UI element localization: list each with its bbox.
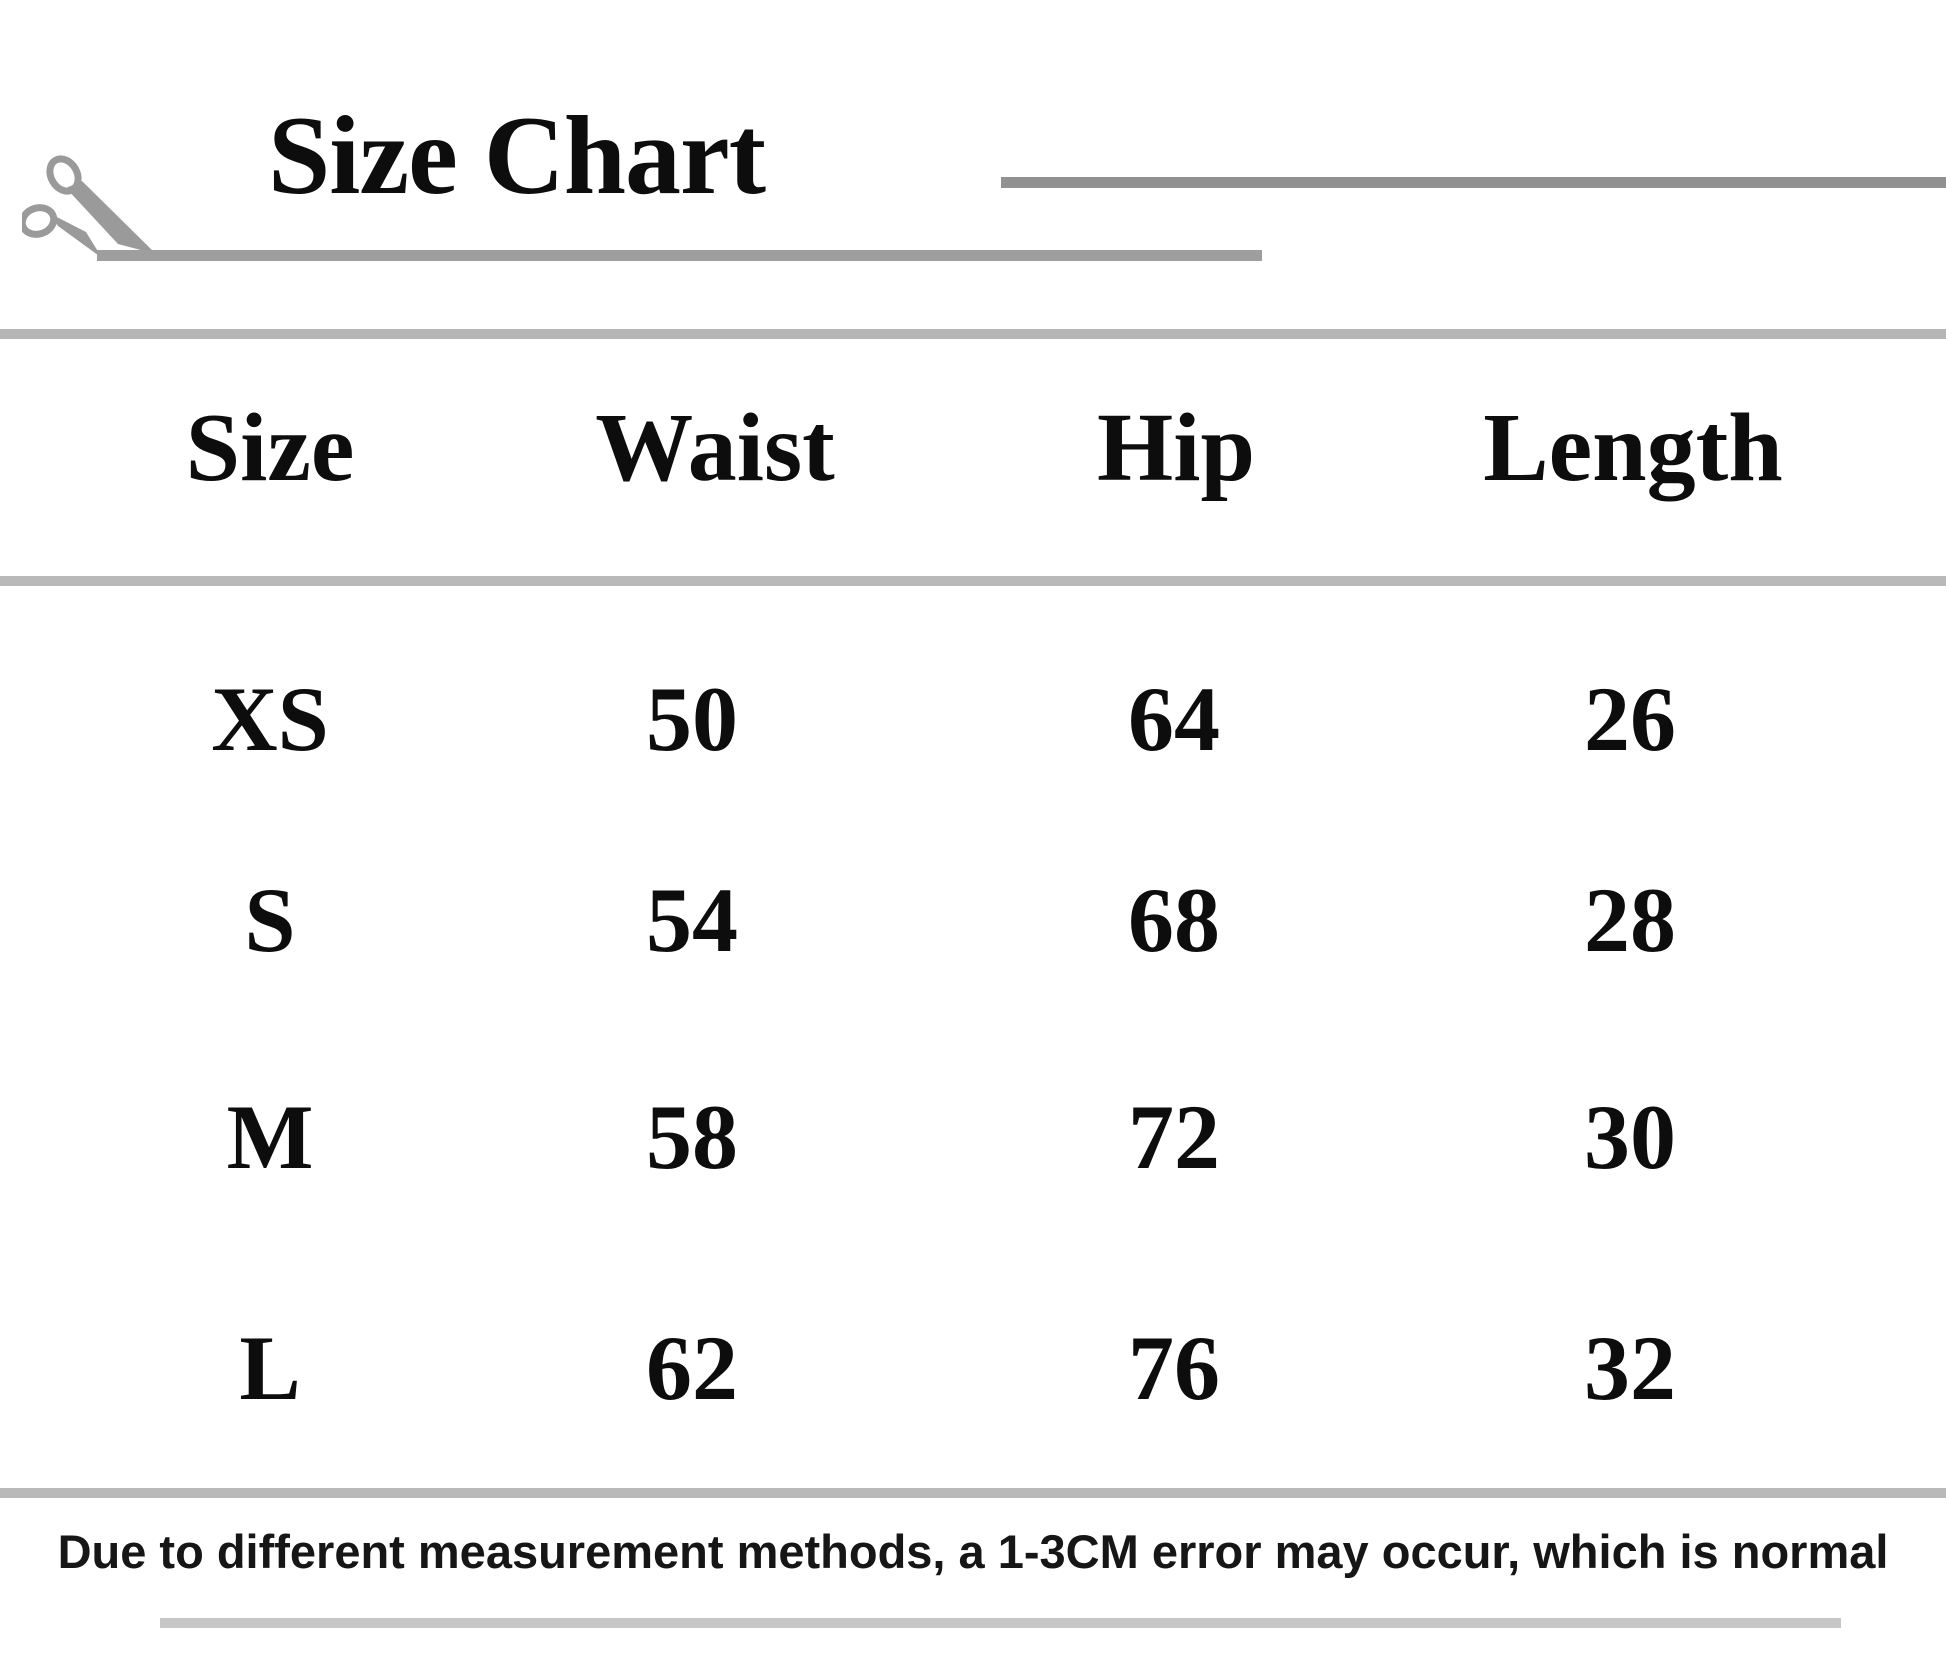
column-header-length: Length [1483,394,1783,502]
cell-hip-s: 68 [1128,869,1220,971]
cell-size-s: S [244,869,296,971]
cell-size-m: M [226,1086,314,1188]
measurement-disclaimer: Due to different measurement methods, a … [57,1525,1889,1578]
table-top-border [0,329,1946,339]
cell-waist-m: 58 [646,1086,738,1188]
cell-size-l: L [239,1317,301,1419]
cell-length-s: 28 [1584,869,1676,971]
column-header-size: Size [185,394,355,502]
cell-waist-s: 54 [646,869,738,971]
cell-waist-l: 62 [646,1317,738,1419]
cell-waist-xs: 50 [646,668,738,770]
cell-length-m: 30 [1584,1086,1676,1188]
cell-size-xs: XS [211,668,329,770]
table-bottom-border [0,1488,1946,1498]
table-header-divider [0,576,1946,586]
footer-line [160,1618,1841,1628]
cell-length-l: 32 [1584,1317,1676,1419]
title-line-right [1001,177,1946,188]
title-line-under [97,250,1262,261]
column-header-waist: Waist [595,394,835,502]
cell-hip-m: 72 [1128,1086,1220,1188]
cell-hip-xs: 64 [1128,668,1220,770]
cell-hip-l: 76 [1128,1317,1220,1419]
page-title: Size Chart [268,94,766,218]
column-header-hip: Hip [1097,394,1255,502]
cell-length-xs: 26 [1584,668,1676,770]
scissors-icon [22,155,156,258]
